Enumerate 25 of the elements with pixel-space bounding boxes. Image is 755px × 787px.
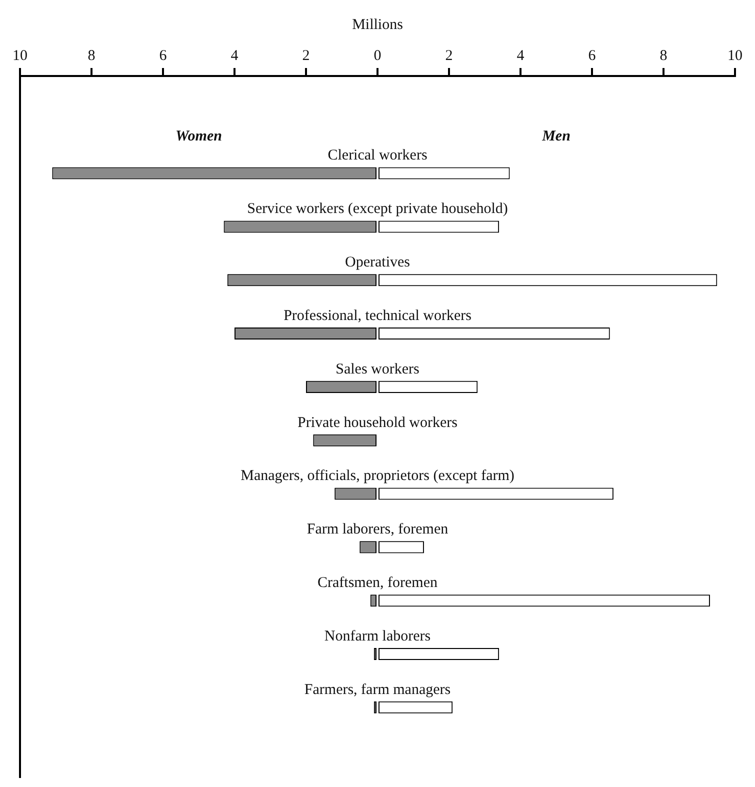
x-tick-label: 4 — [516, 48, 525, 64]
x-tick-label: 2 — [302, 48, 310, 64]
y-tick-label: Managers, officials, proprietors (except farm) — [240, 468, 514, 484]
y-tick-label: Farm laborers, foremen — [306, 522, 449, 538]
x-tick-label: 6 — [588, 48, 596, 64]
y-tick-label: Private household workers — [298, 414, 458, 431]
series-label: Women — [176, 128, 222, 144]
y-tick-label: Nonfarm laborers — [324, 628, 431, 644]
text: Men — [541, 128, 570, 144]
y-tick-label: Operatives — [345, 254, 410, 271]
x-tick-label: 10 — [728, 48, 742, 64]
y-tick-label: Farmers, farm managers — [304, 682, 451, 698]
x-tick-label: 10 — [12, 48, 28, 64]
x-tick-label: 6 — [159, 48, 168, 64]
x-tick-label: 8 — [88, 48, 96, 64]
y-tick-label: Craftsmen, foremen — [318, 575, 438, 592]
x-tick-label: 0 — [374, 48, 382, 64]
y-tick-label: Professional, technical workers — [284, 308, 472, 324]
x-tick-label: 2 — [445, 48, 453, 64]
x-tick-label: 8 — [660, 48, 668, 64]
x-axis-title: Millions — [352, 16, 404, 33]
y-tick-label: Clerical workers — [328, 148, 428, 164]
y-tick-label: Service workers (except private household) — [247, 201, 508, 218]
x-tick-label: 4 — [230, 48, 239, 64]
y-tick-label: Sales workers — [336, 361, 420, 378]
